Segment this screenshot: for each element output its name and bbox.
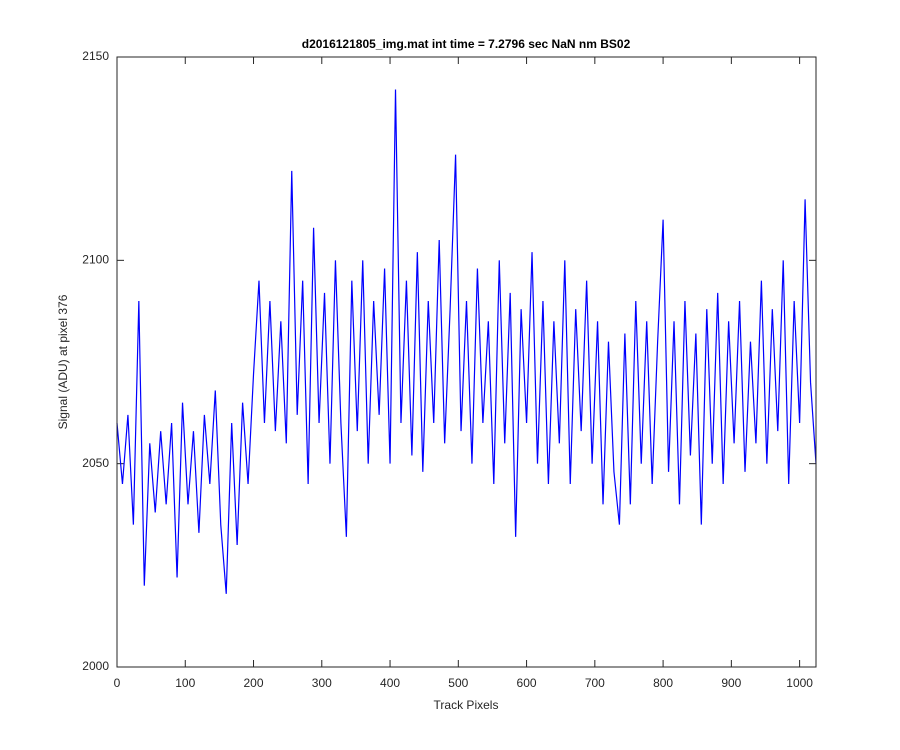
x-tick-label: 900 xyxy=(721,676,741,690)
chart-title: d2016121805_img.mat int time = 7.2796 se… xyxy=(302,37,631,51)
x-tick-label: 400 xyxy=(380,676,400,690)
y-tick-label: 2100 xyxy=(82,253,109,267)
x-tick-label: 1000 xyxy=(786,676,813,690)
x-tick-label: 0 xyxy=(114,676,121,690)
plot-area xyxy=(117,57,816,667)
x-tick-label: 800 xyxy=(653,676,673,690)
x-tick-label: 100 xyxy=(175,676,195,690)
y-tick-label: 2050 xyxy=(82,456,109,470)
x-tick-label: 200 xyxy=(244,676,264,690)
data-line xyxy=(116,89,817,594)
x-tick-label: 700 xyxy=(585,676,605,690)
x-tick-label: 500 xyxy=(448,676,468,690)
y-tick-label: 2150 xyxy=(82,49,109,63)
axes-box xyxy=(116,56,817,668)
y-axis-label: Signal (ADU) at pixel 376 xyxy=(56,294,70,429)
x-tick-label: 300 xyxy=(312,676,332,690)
y-tick-label: 2000 xyxy=(82,659,109,673)
x-tick-label: 600 xyxy=(517,676,537,690)
x-axis-label: Track Pixels xyxy=(434,698,499,712)
